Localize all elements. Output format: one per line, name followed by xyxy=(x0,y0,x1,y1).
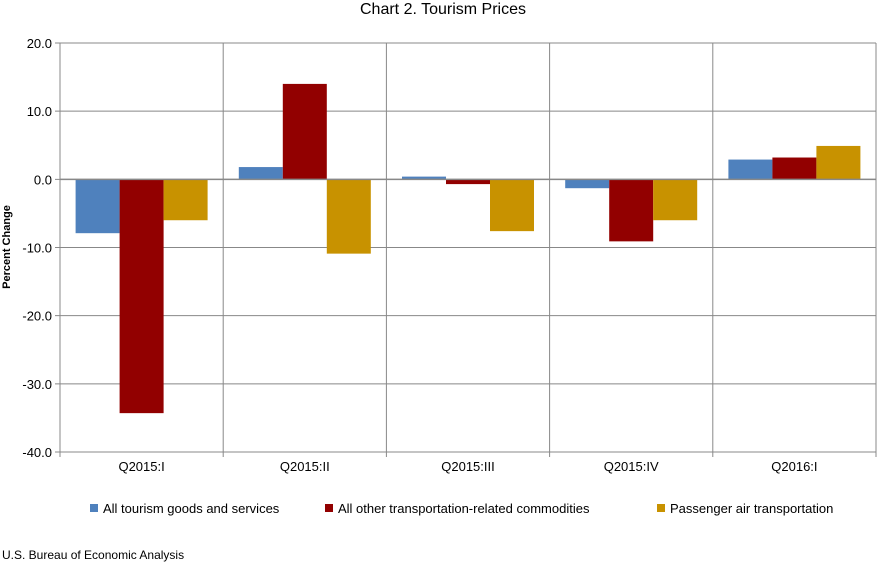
bar xyxy=(653,179,698,221)
source-note: U.S. Bureau of Economic Analysis xyxy=(2,548,185,562)
bar xyxy=(119,179,164,414)
x-tick-label: Q2015:I xyxy=(118,459,164,474)
bar xyxy=(402,176,446,180)
bar xyxy=(446,179,490,185)
x-tick-label: Q2015:III xyxy=(441,459,494,474)
bar xyxy=(282,83,327,180)
bar xyxy=(609,179,654,242)
y-tick-label: -30.0 xyxy=(22,377,52,392)
x-tick-label: Q2016:I xyxy=(771,459,817,474)
bar xyxy=(75,179,120,234)
legend-swatch xyxy=(325,504,333,512)
bar xyxy=(728,159,773,180)
legend-swatch xyxy=(90,504,98,512)
y-tick-label: 0.0 xyxy=(34,172,52,187)
bar xyxy=(238,167,283,180)
y-tick-label: 20.0 xyxy=(27,36,52,51)
bar xyxy=(772,157,817,180)
bar xyxy=(816,145,861,180)
y-tick-label: -20.0 xyxy=(22,309,52,324)
y-tick-label: -40.0 xyxy=(22,445,52,460)
bar xyxy=(326,179,371,254)
legend-label: All tourism goods and services xyxy=(103,501,280,516)
y-tick-label: -10.0 xyxy=(22,241,52,256)
bar xyxy=(565,179,610,189)
chart-title: Chart 2. Tourism Prices xyxy=(360,1,526,18)
x-tick-label: Q2015:IV xyxy=(604,459,659,474)
bar xyxy=(490,179,534,232)
x-tick-label: Q2015:II xyxy=(280,459,330,474)
y-axis-label: Percent Change xyxy=(1,205,13,289)
legend-swatch xyxy=(657,504,665,512)
legend-label: Passenger air transportation xyxy=(670,501,833,516)
y-tick-label: 10.0 xyxy=(27,104,52,119)
legend-label: All other transportation-related commodi… xyxy=(338,501,590,516)
bar xyxy=(163,179,208,221)
